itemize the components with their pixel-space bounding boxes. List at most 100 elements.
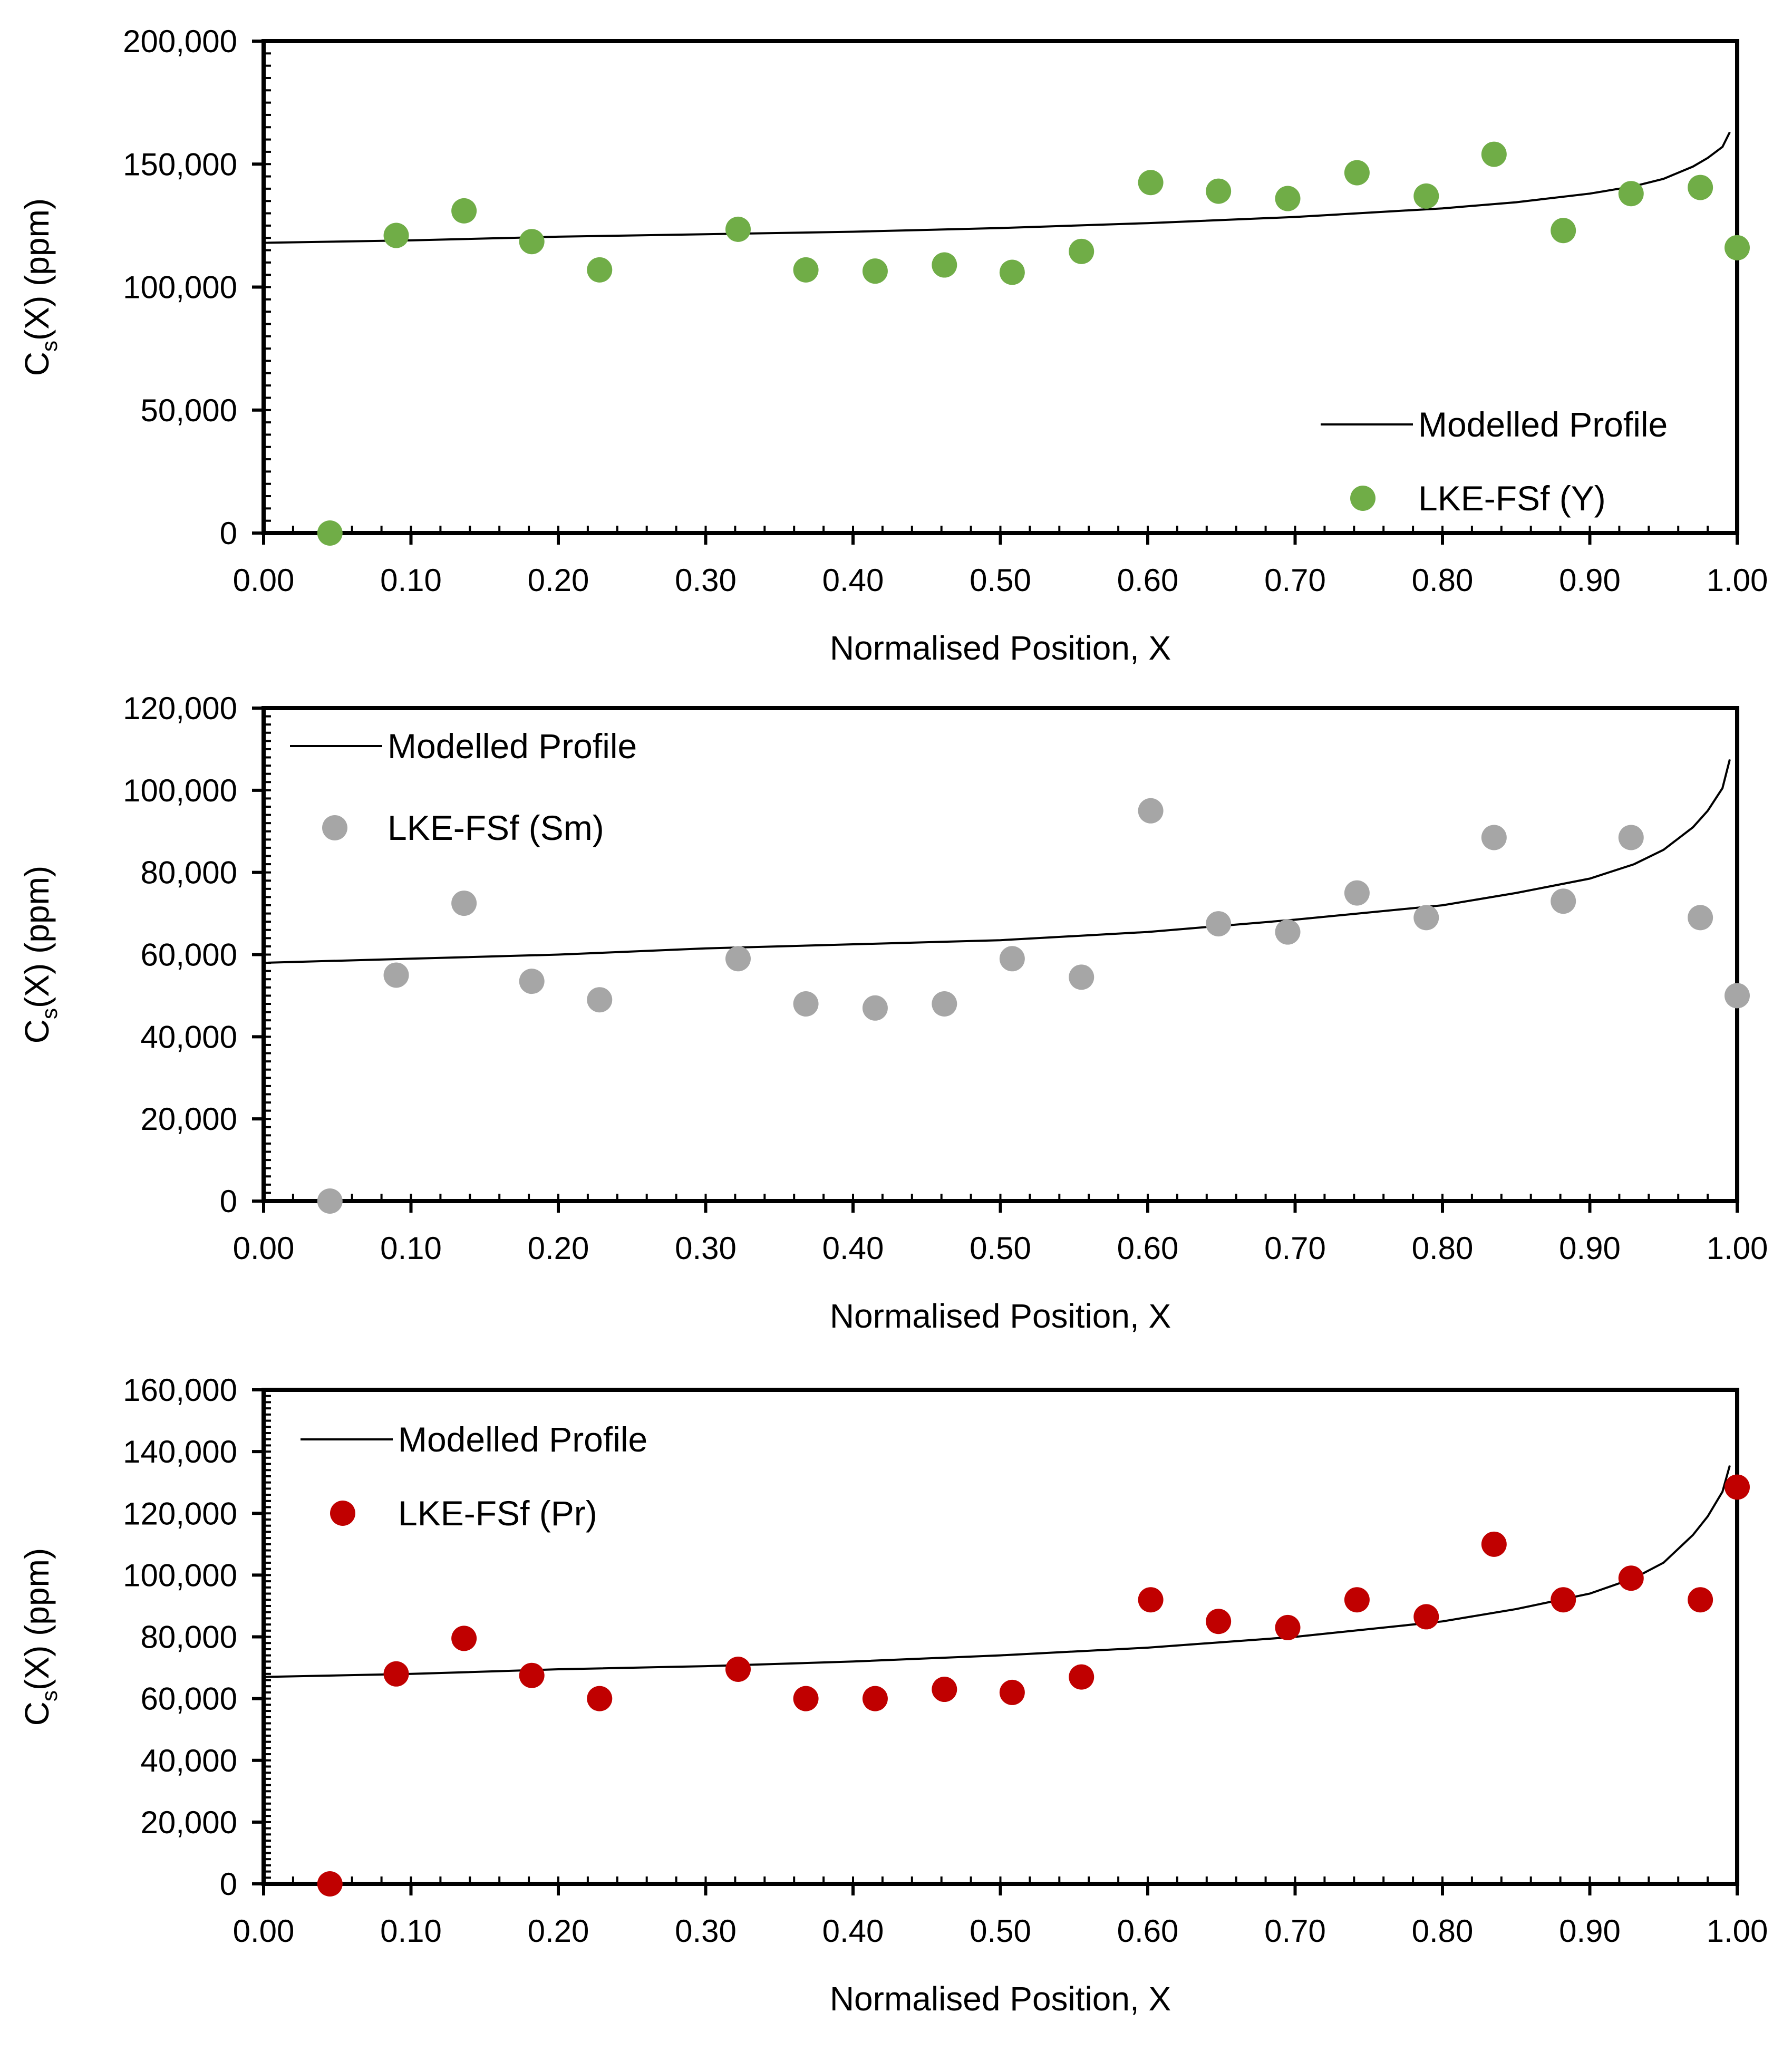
- data-point: [1618, 1565, 1644, 1591]
- x-tick-label: 0.90: [1559, 1913, 1621, 1949]
- y-axis-title-subscript: s: [37, 1008, 62, 1019]
- plot-frame: [261, 706, 1739, 1203]
- data-point: [1725, 235, 1750, 260]
- y-tick-label: 40,000: [140, 1019, 237, 1054]
- data-point: [999, 259, 1025, 285]
- x-tick-label: 0.60: [1117, 1913, 1179, 1949]
- legend-label-data-series: LKE-FSf (Sm): [388, 808, 604, 847]
- y-tick-label: 80,000: [140, 1620, 237, 1655]
- legend: Modelled Profile LKE-FSf (Pr): [301, 1420, 647, 1533]
- x-tick-label: 0.00: [233, 1231, 295, 1266]
- x-tick-label: 1.00: [1707, 1231, 1768, 1266]
- data-point: [1551, 888, 1576, 914]
- legend-label-modelled-profile: Modelled Profile: [1418, 405, 1668, 444]
- x-tick-label: 0.40: [822, 1913, 884, 1949]
- data-point: [1275, 919, 1301, 945]
- data-point: [1688, 1587, 1713, 1613]
- x-axis-title: Normalised Position, X: [830, 1980, 1171, 2018]
- x-tick-label: 0.40: [822, 563, 884, 598]
- y-tick-label: 100,000: [123, 270, 237, 305]
- data-point: [451, 198, 477, 224]
- x-tick-label: 0.00: [233, 1913, 295, 1949]
- data-point: [932, 1677, 957, 1702]
- data-point: [1725, 1474, 1750, 1500]
- data-point: [1618, 825, 1644, 850]
- data-point: [587, 257, 613, 283]
- data-point: [1688, 905, 1713, 931]
- x-tick-label: 0.20: [528, 563, 589, 598]
- y-tick-label: 50,000: [140, 393, 237, 428]
- data-point: [862, 995, 888, 1021]
- x-tick-label: 1.00: [1707, 1913, 1768, 1949]
- y-tick-label: 20,000: [140, 1101, 237, 1137]
- chart-3: 0 20,000 40,000 60,000 80,000 100,000 120,000 1…: [18, 1372, 1768, 2018]
- data-point: [1344, 1587, 1370, 1613]
- y-tick-label: 0: [220, 1184, 237, 1219]
- y-axis-title: Cs(X) (ppm): [18, 198, 62, 376]
- modelled-profile-line: [263, 131, 1731, 244]
- data-point: [383, 1661, 409, 1687]
- x-tick-label: 0.50: [970, 1231, 1031, 1266]
- x-tick-label: 0.50: [970, 1913, 1031, 1949]
- y-axis-title-main: C: [18, 1019, 56, 1043]
- data-point: [793, 257, 819, 283]
- y-tick-label: 160,000: [123, 1372, 237, 1408]
- x-tick-label: 0.30: [675, 1913, 737, 1949]
- data-point: [317, 520, 343, 546]
- data-point: [587, 987, 613, 1013]
- legend-label-data-series: LKE-FSf (Y): [1418, 479, 1606, 518]
- data-point: [932, 252, 957, 278]
- y-axis-title-rest: (X) (ppm): [18, 1548, 56, 1690]
- y-axis-title-main: C: [18, 352, 56, 376]
- legend-marker-swatch: [330, 1501, 355, 1526]
- x-tick-label: 0.70: [1264, 1231, 1326, 1266]
- x-tick-label: 0.70: [1264, 563, 1326, 598]
- x-tick-label: 0.20: [528, 1913, 589, 1949]
- x-tick-label: 0.20: [528, 1231, 589, 1266]
- y-axis-title-rest: (X) (ppm): [18, 866, 56, 1008]
- x-tick-label: 0.30: [675, 1231, 737, 1266]
- data-point: [1206, 1609, 1232, 1634]
- legend-marker-swatch: [322, 815, 347, 840]
- x-tick-label: 0.30: [675, 563, 737, 598]
- modelled-profile-line: [263, 1465, 1731, 1678]
- data-point: [1481, 825, 1507, 850]
- y-axis-title: Cs(X) (ppm): [18, 1548, 62, 1726]
- y-tick-label: 20,000: [140, 1805, 237, 1840]
- y-axis-title-subscript: s: [37, 1690, 62, 1701]
- data-point: [1069, 964, 1094, 990]
- y-tick-label: 100,000: [123, 1557, 237, 1593]
- y-tick-label: 60,000: [140, 937, 237, 973]
- x-tick-label: 0.60: [1117, 563, 1179, 598]
- data-point: [999, 946, 1025, 972]
- data-point: [793, 991, 819, 1017]
- x-axis-title: Normalised Position, X: [830, 1297, 1171, 1335]
- data-point: [451, 891, 477, 916]
- x-tick-label: 0.10: [380, 1913, 442, 1949]
- data-point: [1551, 1587, 1576, 1613]
- data-point: [725, 946, 751, 972]
- data-point: [1138, 798, 1164, 824]
- x-tick-label: 0.90: [1559, 1231, 1621, 1266]
- legend: Modelled Profile LKE-FSf (Y): [1321, 405, 1668, 518]
- data-point: [383, 222, 409, 248]
- data-point: [383, 962, 409, 988]
- x-tick-label: 0.70: [1264, 1913, 1326, 1949]
- data-point: [1275, 1614, 1301, 1640]
- data-point: [725, 216, 751, 242]
- modelled-profile-line: [263, 759, 1731, 964]
- data-point: [519, 1662, 545, 1688]
- data-point: [1413, 905, 1439, 931]
- data-point: [1481, 1531, 1507, 1557]
- data-point: [451, 1626, 477, 1651]
- y-tick-label: 60,000: [140, 1681, 237, 1717]
- y-tick-label: 100,000: [123, 773, 237, 808]
- data-point: [1344, 880, 1370, 906]
- data-point: [1069, 238, 1094, 264]
- data-point: [793, 1686, 819, 1711]
- x-tick-label: 0.60: [1117, 1231, 1179, 1266]
- y-tick-label: 40,000: [140, 1743, 237, 1778]
- y-tick-label: 200,000: [123, 24, 237, 59]
- data-point: [1481, 141, 1507, 167]
